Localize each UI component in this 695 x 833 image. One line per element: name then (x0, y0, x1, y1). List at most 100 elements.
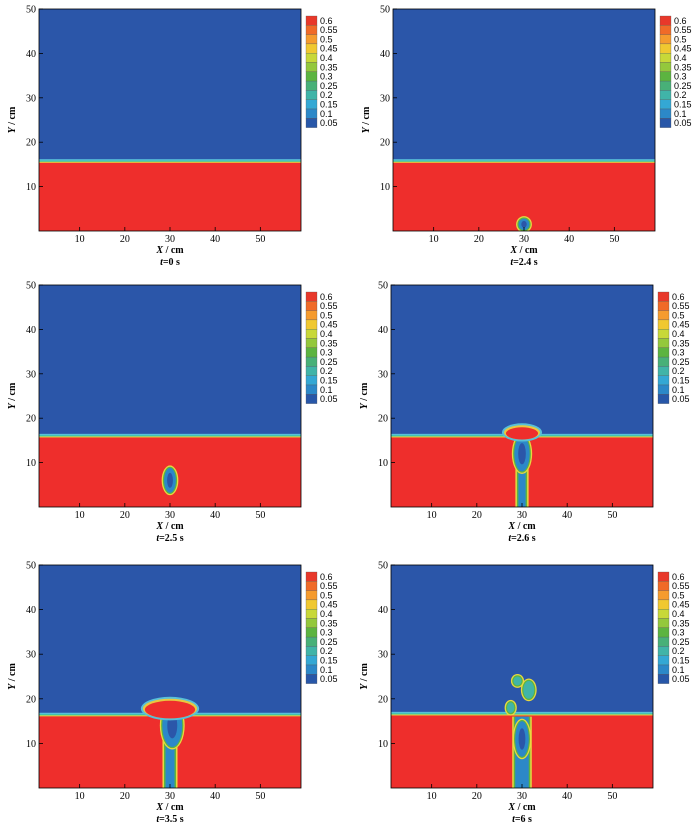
colorbar-swatch (305, 664, 318, 675)
colorbar-level-label: 0.3 (320, 348, 333, 358)
bubble-core (521, 220, 527, 228)
colorbar-legend: 0.60.550.50.450.40.350.30.250.20.150.10.… (305, 16, 338, 128)
colorbar-level-label: 0.6 (320, 572, 333, 582)
colorbar-swatch (305, 90, 318, 100)
colorbar-level-label: 0.4 (672, 329, 685, 339)
colorbar-level-label: 0.6 (672, 572, 685, 582)
colorbar-swatch (657, 347, 670, 358)
x-axis-var: X (155, 521, 163, 532)
colorbar-swatch (305, 34, 318, 45)
x-tick-label: 50 (609, 234, 619, 245)
x-axis-label: X / cm (155, 245, 184, 256)
colorbar-level-label: 0.45 (674, 44, 692, 54)
colorbar-swatch (659, 15, 672, 26)
colorbar-swatch (305, 319, 318, 330)
x-tick-label: 20 (120, 234, 130, 245)
colorbar-level-label: 0.5 (672, 590, 685, 600)
colorbar-swatch (305, 646, 318, 656)
time-caption-value: =6 s (515, 814, 532, 825)
colorbar-swatch (657, 338, 670, 348)
x-tick-label: 40 (210, 510, 220, 521)
colorbar-level-label: 0.15 (320, 100, 338, 110)
colorbar-level-label: 0.6 (320, 292, 333, 302)
y-tick-label: 50 (378, 281, 388, 292)
colorbar-legend: 0.60.550.50.450.40.350.30.250.20.150.10.… (305, 572, 338, 684)
colorbar-level-label: 0.1 (320, 665, 333, 675)
interface-band (391, 713, 653, 716)
x-tick-label: 50 (255, 234, 265, 245)
colorbar-legend: 0.60.550.50.450.40.350.30.250.20.150.10.… (657, 292, 690, 404)
colorbar-level-label: 0.55 (320, 581, 338, 591)
colorbar-swatch (305, 329, 318, 339)
y-tick-label: 20 (26, 694, 36, 705)
colorbar-level-label: 0.3 (672, 628, 685, 638)
colorbar-swatch (305, 108, 318, 119)
colorbar-level-label: 0.25 (674, 81, 692, 91)
colorbar-swatch (305, 394, 318, 404)
colorbar-swatch (305, 375, 318, 386)
y-axis-unit: / cm (359, 663, 370, 684)
colorbar-level-label: 0.1 (320, 385, 333, 395)
colorbar-swatch (305, 609, 318, 619)
colorbar-swatch (657, 329, 670, 339)
colorbar-level-label: 0.6 (320, 16, 333, 26)
y-tick-label: 40 (26, 605, 36, 616)
detached-puff (513, 676, 522, 686)
colorbar-swatch (659, 99, 672, 110)
x-tick-label: 30 (165, 510, 175, 521)
colorbar-level-label: 0.45 (672, 600, 690, 610)
colorbar-swatch (657, 609, 670, 619)
x-tick-label: 40 (210, 234, 220, 245)
colorbar-level-label: 0.3 (674, 72, 687, 82)
colorbar-level-label: 0.1 (672, 665, 685, 675)
x-tick-label: 20 (472, 510, 482, 521)
time-caption: t=2.5 s (156, 533, 183, 544)
time-caption: t=6 s (512, 814, 532, 825)
colorbar-level-label: 0.5 (320, 34, 333, 44)
colorbar-swatch (659, 90, 672, 100)
colorbar-swatch (305, 366, 318, 376)
colorbar-level-label: 0.2 (320, 646, 333, 656)
colorbar-swatch (305, 118, 318, 128)
y-tick-label: 40 (378, 605, 388, 616)
colorbar-swatch (305, 53, 318, 63)
colorbar-level-label: 0.6 (674, 16, 687, 26)
x-axis-label: X / cm (155, 521, 184, 532)
x-tick-label: 50 (255, 510, 265, 521)
x-axis-label: X / cm (507, 802, 536, 813)
colorbar-swatch (657, 384, 670, 395)
y-axis-unit: / cm (359, 382, 370, 403)
colorbar-level-label: 0.5 (672, 310, 685, 320)
time-caption: t=2.4 s (510, 257, 537, 268)
colorbar-swatch (305, 356, 318, 367)
x-tick-label: 20 (474, 234, 484, 245)
colorbar-level-label: 0.45 (320, 44, 338, 54)
x-tick-label: 50 (607, 510, 617, 521)
colorbar-level-label: 0.1 (320, 109, 333, 119)
colorbar-level-label: 0.05 (672, 394, 690, 404)
y-tick-label: 20 (378, 694, 388, 705)
colorbar-swatch (305, 347, 318, 358)
interface-band (39, 436, 301, 438)
colorbar-level-label: 0.6 (672, 292, 685, 302)
colorbar-level-label: 0.1 (672, 385, 685, 395)
y-tick-label: 50 (26, 561, 36, 572)
x-tick-label: 10 (429, 234, 439, 245)
colorbar-level-label: 0.55 (320, 25, 338, 35)
x-axis-unit: / cm (515, 521, 536, 532)
colorbar-level-label: 0.05 (674, 118, 692, 128)
colorbar-swatch (305, 581, 318, 591)
colorbar-swatch (657, 599, 670, 610)
colorbar-level-label: 0.4 (672, 609, 685, 619)
y-axis-var: Y (7, 126, 18, 133)
x-tick-label: 10 (75, 791, 85, 802)
colorbar-swatch (659, 71, 672, 82)
plot-area (39, 285, 301, 507)
colorbar-swatch (305, 636, 318, 647)
y-axis-label: Y / cm (361, 106, 372, 133)
time-caption-value: =2.6 s (511, 533, 536, 544)
time-caption-var: t (156, 533, 160, 544)
colorbar-level-label: 0.2 (672, 366, 685, 376)
colorbar-level-label: 0.2 (320, 366, 333, 376)
